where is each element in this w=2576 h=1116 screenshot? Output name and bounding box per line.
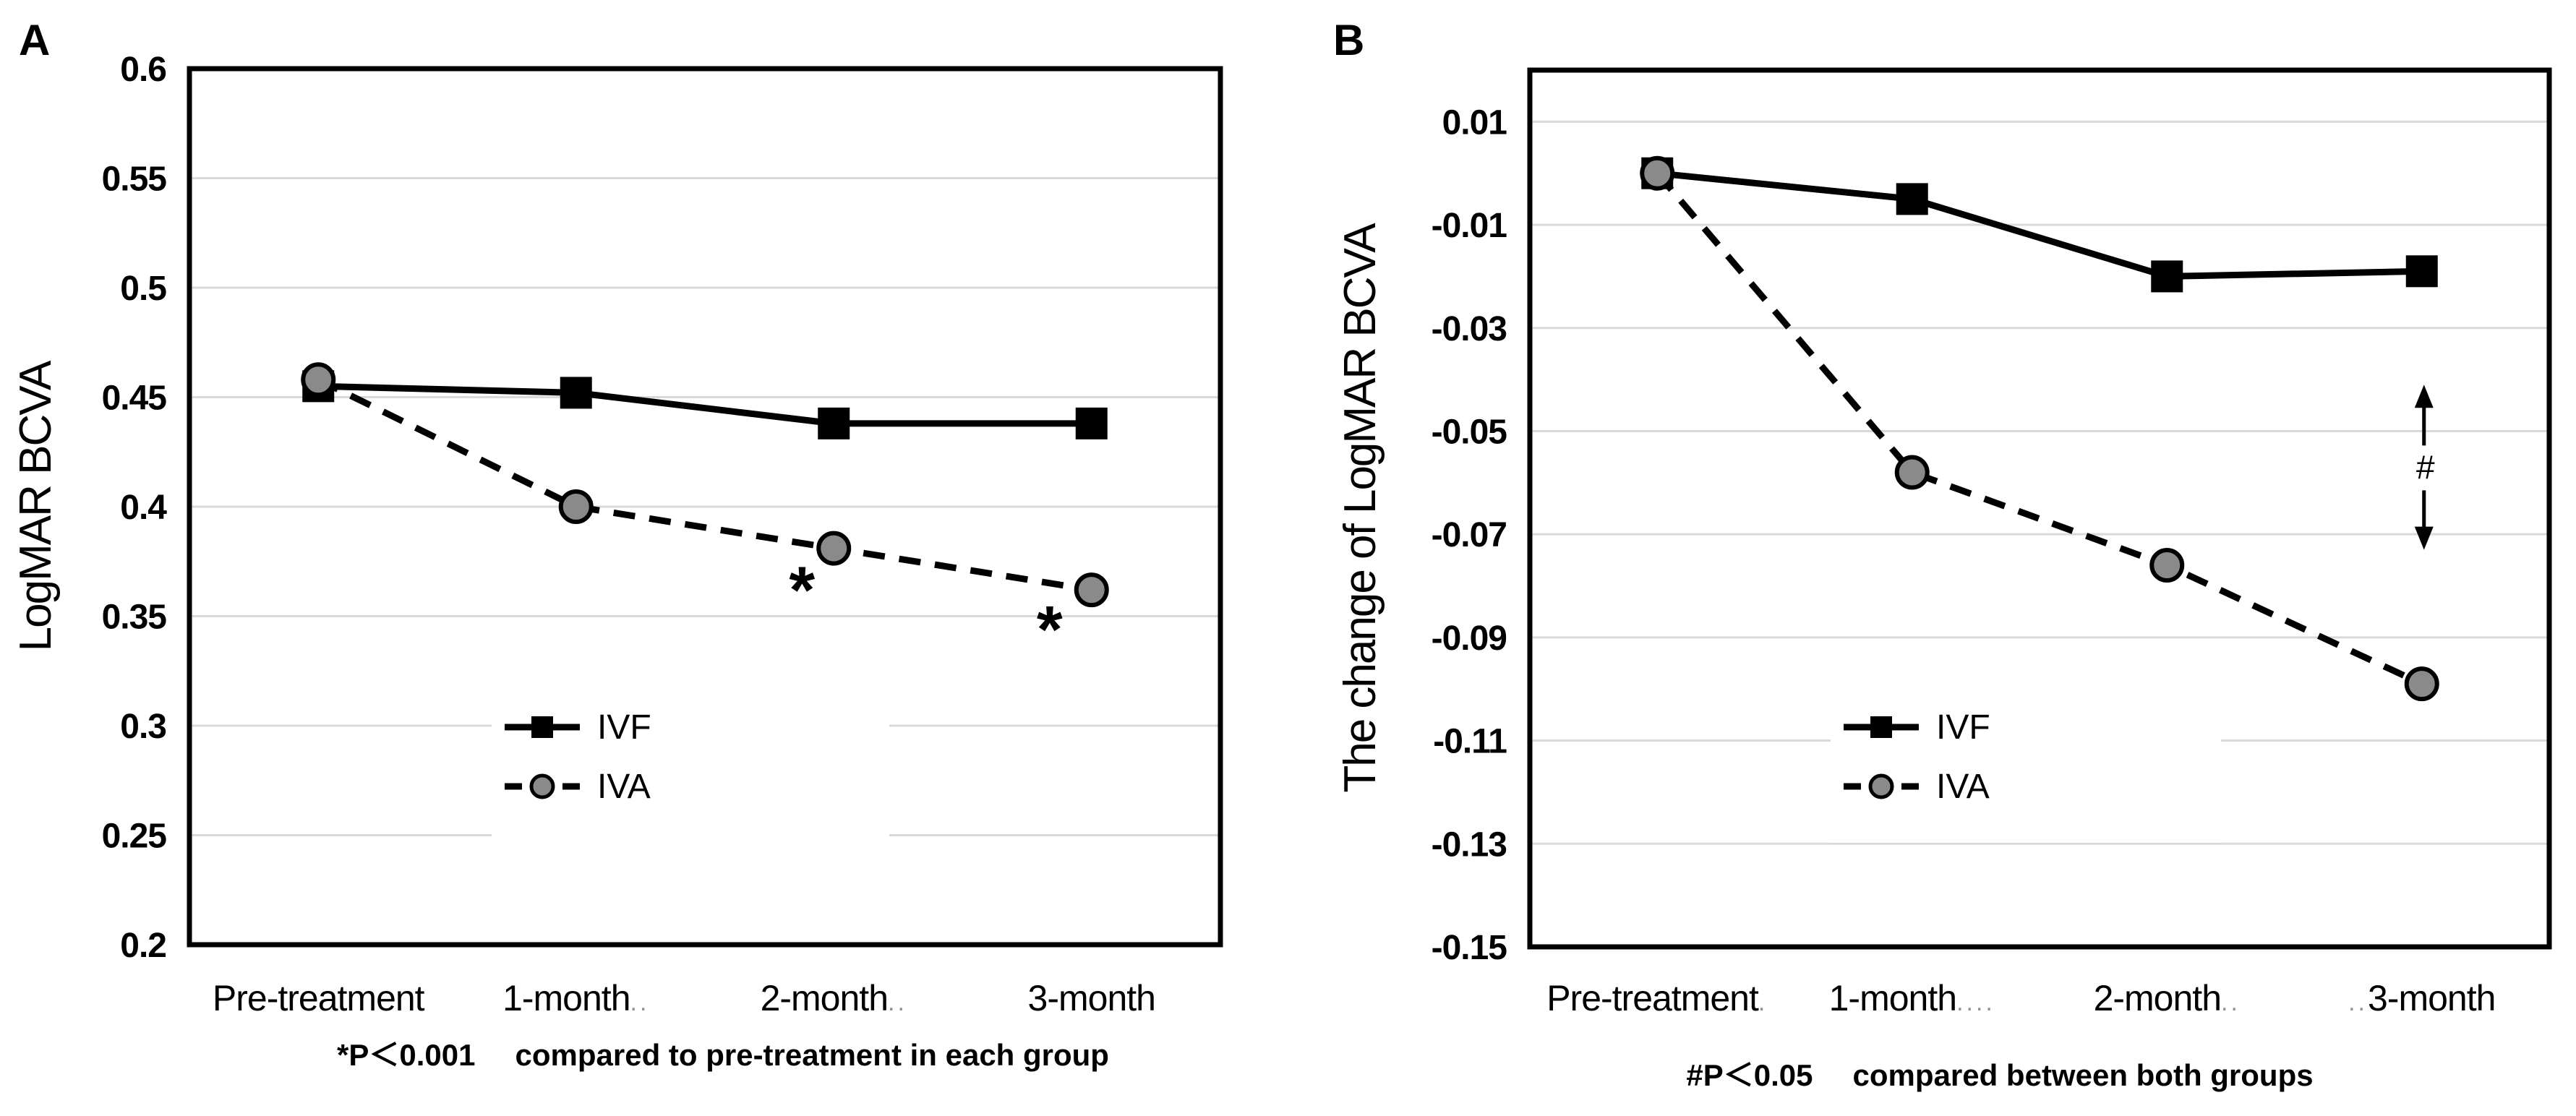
y-tick-label: -0.07 — [1432, 516, 1507, 554]
y-tick-label: 0.2 — [120, 927, 166, 965]
series-line-IVA — [1654, 171, 2423, 687]
y-tick-label: -0.01 — [1432, 207, 1507, 245]
arrowhead-down-icon — [2414, 526, 2434, 550]
y-tick-label: -0.03 — [1432, 310, 1507, 348]
significance-arrow: # — [2414, 385, 2435, 550]
label-dots: .. — [2348, 989, 2368, 1016]
legend-marker-circle — [529, 773, 555, 799]
label-text: 2-month — [2094, 978, 2221, 1018]
marker-circle-IVA — [2149, 547, 2185, 583]
marker-square-IVF — [2405, 255, 2438, 288]
x-category-label: 1-month.. — [502, 978, 649, 1018]
y-tick-label: 0.5 — [120, 270, 166, 308]
x-category-label: 3-month — [1028, 978, 1155, 1018]
y-axis-title-b: The change of LogMAR BCVA — [1335, 223, 1385, 793]
legend-a: IVF IVA — [492, 688, 889, 841]
panel-a: A LogMAR BCVA 0.6 0.55 0.5 0.45 0.4 0.35 0.3 0.25… — [11, 16, 1223, 1072]
panel-letter-a: A — [19, 16, 50, 64]
y-tick-label: 0.4 — [120, 489, 167, 527]
legend-label-IVF: IVF — [597, 708, 651, 747]
legend-label-IVA: IVA — [1936, 768, 1990, 806]
label-dots: .. — [2221, 989, 2241, 1016]
x-category-label: 1-month.... — [1829, 978, 1995, 1018]
arrowhead-up-icon — [2414, 385, 2434, 408]
plot-border — [187, 66, 1223, 948]
marker-circle-IVA — [301, 362, 336, 398]
series-line-IVF — [318, 382, 1092, 427]
marker-circle-IVA — [558, 489, 594, 524]
y-tick-label: 0.6 — [120, 51, 166, 89]
marker-square-IVF — [2151, 260, 2183, 293]
panel-b: B The change of LogMAR BCVA 0.01 -0.01 -0.03… — [1333, 16, 2552, 1092]
label-text: 2-month — [761, 978, 888, 1018]
marker-circle-IVA — [1894, 455, 1930, 490]
marker-square-IVF — [560, 377, 592, 409]
footnote-sig: #P＜0.05 — [1686, 1058, 1813, 1092]
label-text: 1-month — [502, 978, 630, 1018]
marker-square-IVF — [1896, 183, 1928, 215]
marker-circle-IVA — [2404, 666, 2439, 702]
legend-label-IVA: IVA — [597, 768, 651, 806]
footnote-a: *P＜0.001 compared to pre-treatment in eac… — [337, 1038, 1109, 1072]
y-tick-label: 0.3 — [120, 708, 166, 746]
x-category-label: Pre-treatment — [213, 978, 425, 1018]
label-text: 3-month — [1028, 978, 1155, 1018]
x-category-label: Pre-treatment. — [1546, 978, 1768, 1018]
x-category-label: 2-month.. — [761, 978, 907, 1018]
label-text: 1-month — [1829, 978, 1956, 1018]
y-tick-label: -0.11 — [1433, 723, 1507, 761]
label-dots: .... — [1956, 989, 1995, 1016]
y-tick-label: 0.35 — [102, 598, 167, 637]
label-text: Pre-treatment — [1546, 978, 1759, 1018]
y-axis-title-a: LogMAR BCVA — [11, 360, 61, 651]
plot-border — [1527, 67, 2552, 950]
y-tick-label: 0.45 — [102, 379, 167, 418]
y-tick-label: -0.15 — [1432, 929, 1507, 967]
legend-marker-square — [531, 716, 553, 738]
label-dots: .. — [888, 989, 907, 1016]
legend-label-IVF: IVF — [1936, 708, 1990, 747]
label-dots: . — [1758, 989, 1768, 1016]
significance-asterisk: * — [789, 554, 815, 627]
y-tick-label: -0.09 — [1432, 619, 1507, 658]
panel-letter-b: B — [1333, 16, 1364, 64]
legend-b: IVF IVA — [1831, 688, 2221, 843]
y-tick-label: 0.25 — [102, 817, 167, 856]
footnote-b: #P＜0.05 compared between both groups — [1686, 1058, 2313, 1092]
y-tick-label: -0.05 — [1432, 413, 1507, 451]
x-category-label: ..3-month — [2348, 978, 2495, 1018]
legend-marker-square — [1870, 716, 1892, 738]
y-tick-label: 0.01 — [1442, 103, 1507, 142]
label-text: Pre-treatment — [213, 978, 425, 1018]
legend-box — [492, 688, 889, 841]
legend-box — [1831, 688, 2221, 843]
footnote-text: compared to pre-treatment in each group — [515, 1038, 1109, 1072]
marker-circle-IVA — [1074, 572, 1109, 608]
marker-square-IVF — [818, 407, 850, 439]
label-text: 3-month — [2368, 978, 2495, 1018]
series-line-IVF — [1656, 170, 2422, 280]
significance-asterisk: * — [1037, 593, 1063, 667]
hash-label: # — [2416, 448, 2435, 486]
x-category-label: 2-month.. — [2094, 978, 2241, 1018]
label-dots: .. — [630, 989, 650, 1016]
y-tick-label: 0.55 — [102, 160, 167, 199]
marker-circle-IVA — [816, 531, 852, 566]
marker-square-IVF — [1075, 407, 1108, 439]
marker-circle-IVA — [1640, 155, 1675, 191]
footnote-text: compared between both groups — [1853, 1058, 2314, 1092]
legend-marker-circle — [1868, 773, 1894, 799]
footnote-sig: *P＜0.001 — [337, 1038, 475, 1072]
y-tick-label: -0.13 — [1432, 825, 1507, 864]
series-line-IVA — [317, 377, 1092, 593]
